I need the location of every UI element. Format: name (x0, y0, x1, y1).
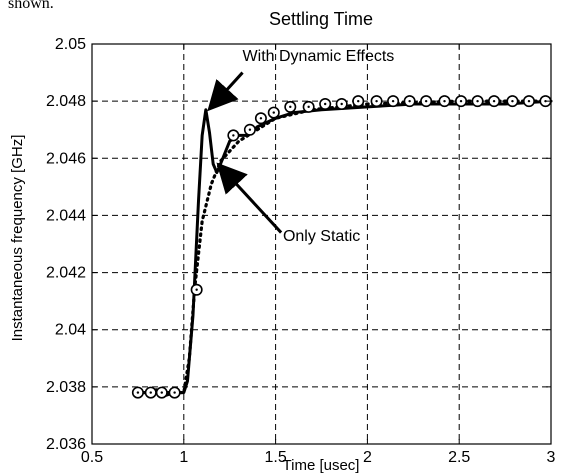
series-marker-center (289, 105, 292, 109)
series-marker-center (160, 391, 163, 394)
series-marker-center (357, 99, 360, 103)
series-marker-center (272, 111, 275, 114)
y-tick-label: 2.046 (46, 150, 86, 167)
annotation-label-dynamic: With Dynamic Effects (243, 48, 395, 65)
y-tick-label: 2.05 (55, 36, 86, 53)
series-marker-center (527, 99, 531, 103)
x-tick-label: 2 (363, 449, 372, 466)
series-marker-center (232, 134, 235, 137)
series-marker-center (259, 117, 263, 120)
chart-title: Settling Time (269, 9, 373, 29)
series-marker-center (173, 391, 176, 394)
series-marker-center (195, 288, 198, 291)
y-axis-label: Instantaneous frequency [GHz] (9, 135, 26, 342)
annotation-arrow-static (216, 162, 283, 234)
series-marker-center (443, 99, 446, 103)
x-tick-label: 3 (547, 449, 556, 466)
y-tick-label: 2.04 (55, 322, 86, 339)
y-tick-label: 2.044 (46, 207, 86, 224)
plot-layer (131, 95, 553, 399)
tick-layer: 0.5 1 1.5 2 2.5 3 2.036 2.038 2.04 2.042 2.044 2.04… (46, 36, 556, 466)
x-tick-label: 2.5 (448, 449, 470, 466)
series-marker-center (492, 99, 496, 103)
x-tick-label: 1 (179, 449, 188, 466)
series-marker-center (307, 105, 310, 109)
y-tick-label: 2.036 (46, 436, 86, 453)
y-tick-label: 2.042 (46, 265, 86, 282)
y-tick-label: 2.048 (46, 93, 86, 110)
series-marker-center (248, 128, 252, 131)
series-marker-center (375, 99, 378, 103)
series-marker-center (323, 102, 327, 106)
series-marker-center (544, 99, 547, 103)
series-marker-center (511, 99, 514, 103)
series-marker-center (459, 99, 463, 103)
series-marker-center (424, 99, 428, 103)
series-marker-center (391, 99, 395, 103)
y-tick-label: 2.038 (46, 379, 86, 396)
series-marker-center (476, 99, 479, 103)
top-text-fragment: shown. (8, 0, 54, 12)
series-line-static (136, 99, 553, 395)
annotation-arrow-dynamic (207, 71, 244, 112)
series-marker-center (408, 99, 411, 103)
series-marker-center (149, 391, 152, 394)
x-tick-label: 0.5 (81, 449, 103, 466)
annotation-label-static: Only Static (283, 228, 360, 245)
plot-frame (91, 43, 552, 445)
series-marker-center (136, 391, 140, 394)
x-tick-label: 1.5 (264, 449, 286, 466)
series-marker-center (340, 102, 343, 106)
annotation-layer: With Dynamic Effects Only Static (207, 48, 395, 245)
x-axis-label: Time [usec] (283, 457, 360, 474)
